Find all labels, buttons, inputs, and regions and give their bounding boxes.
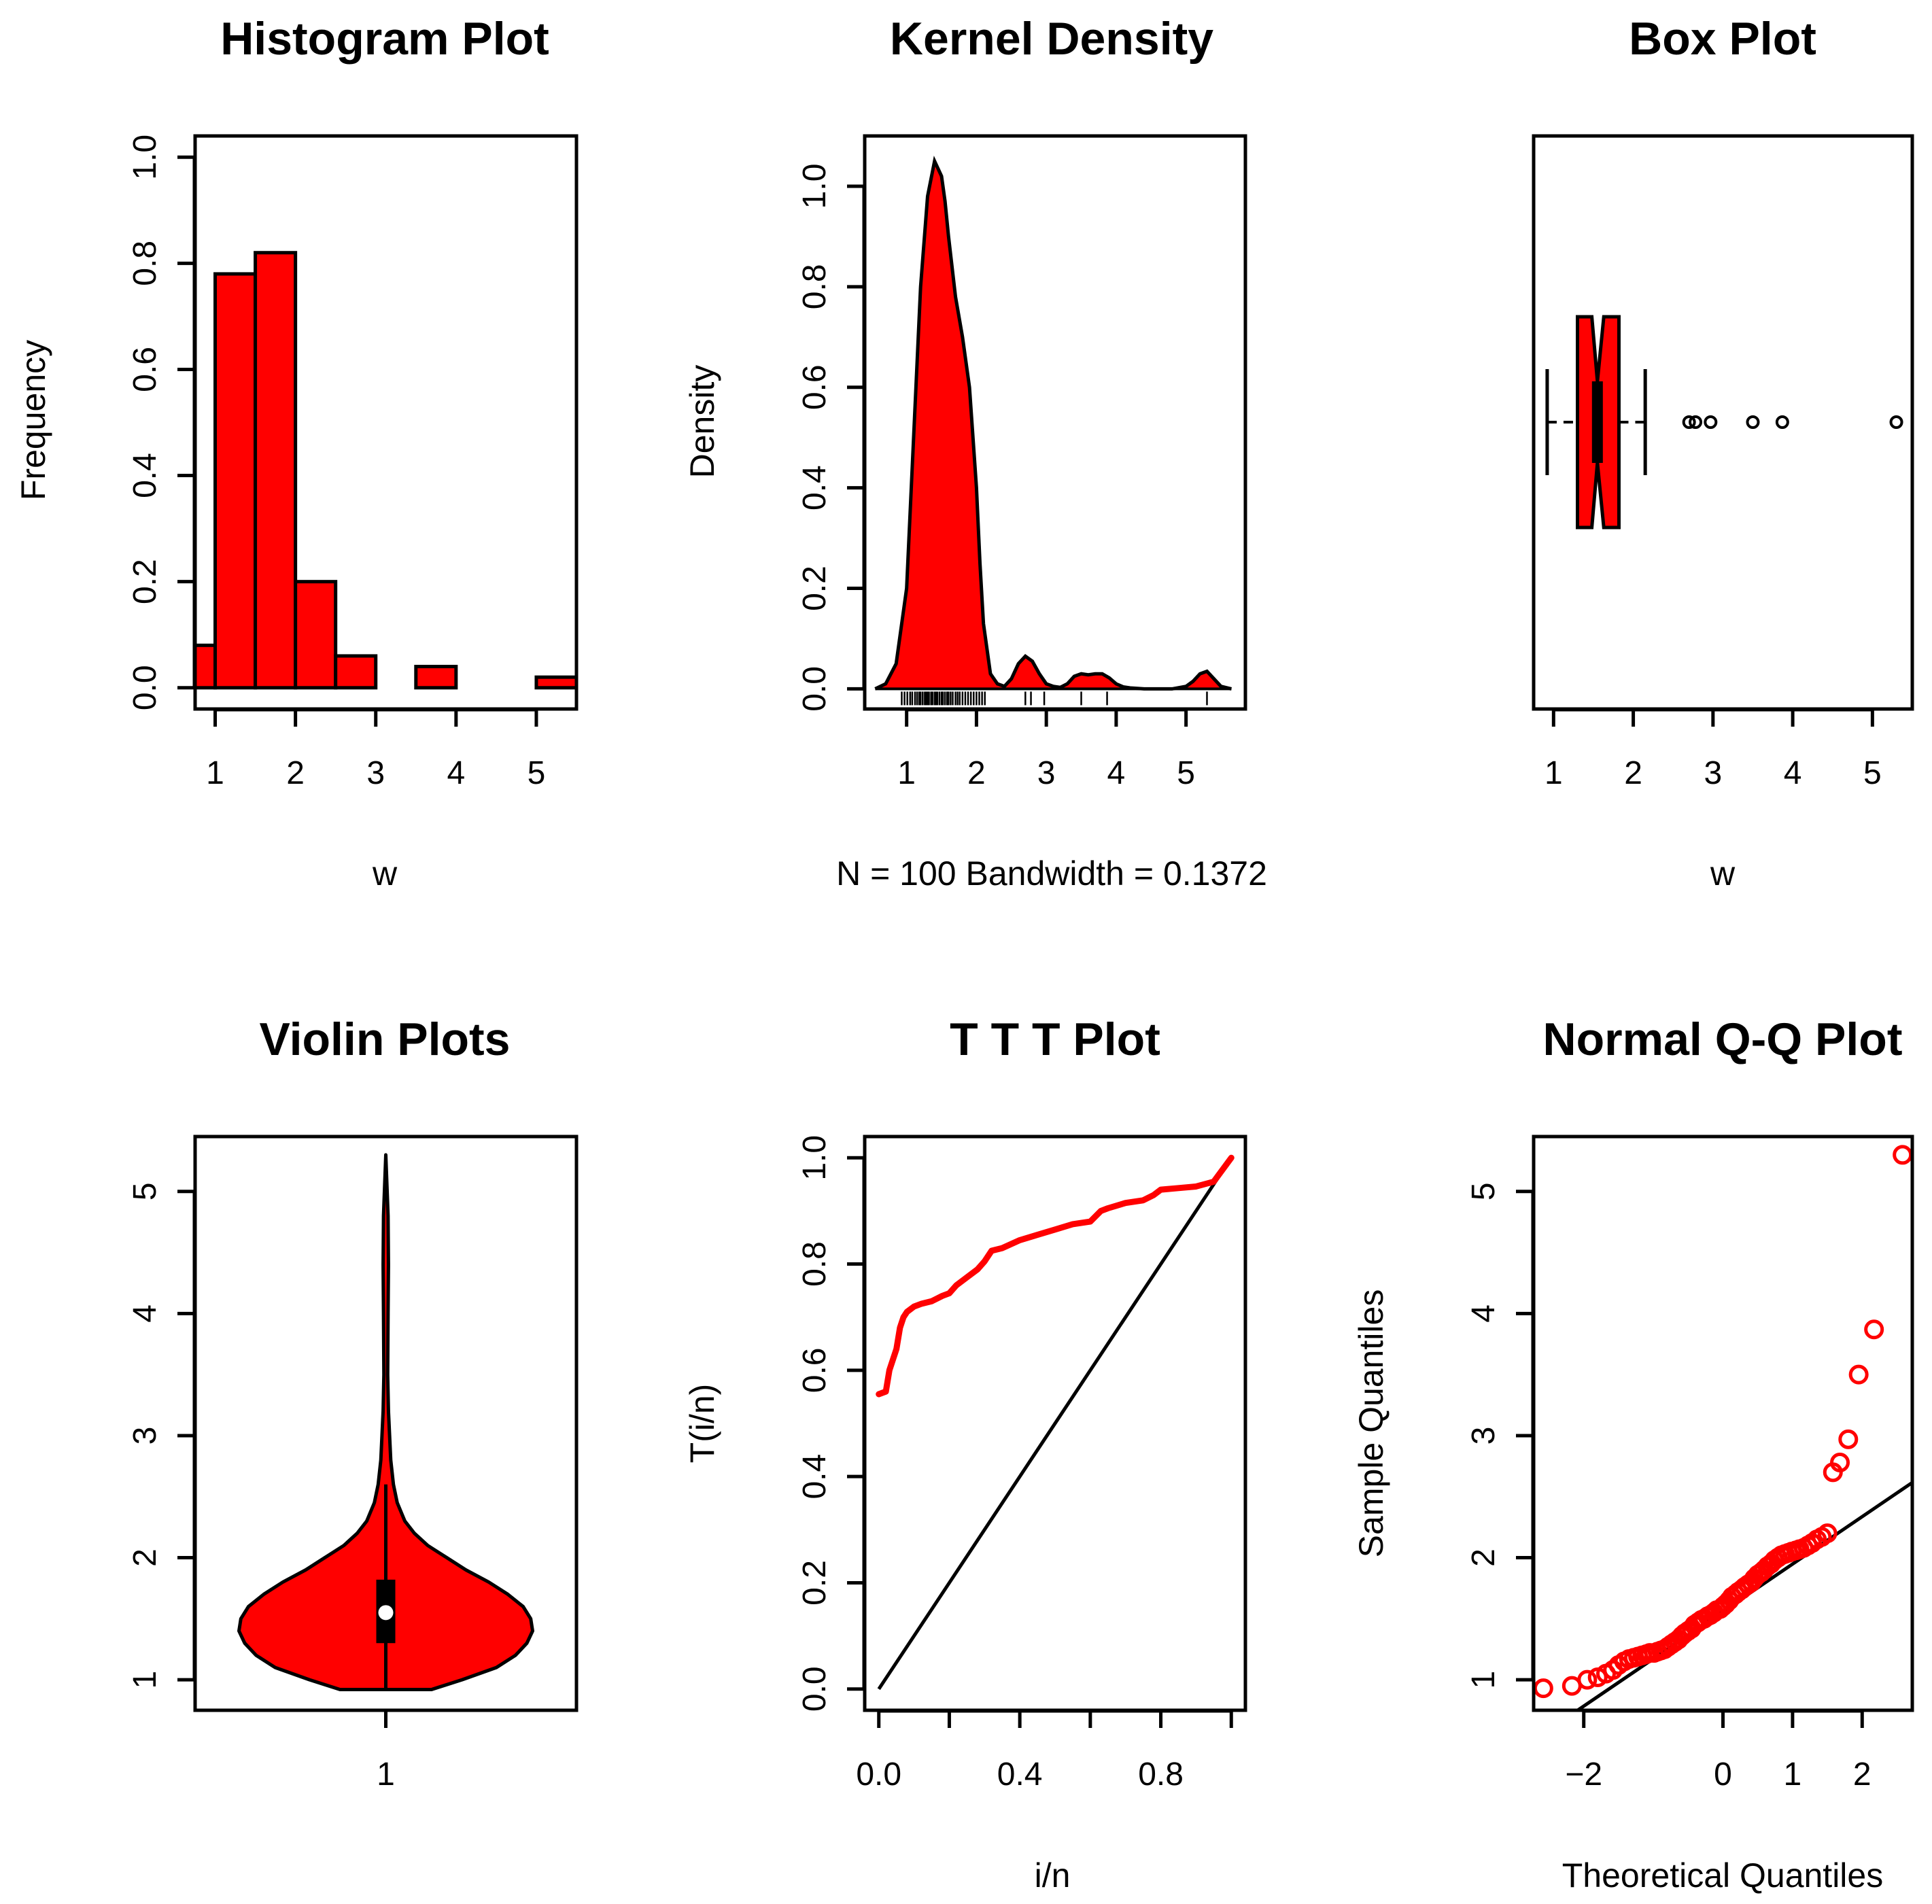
box-plot-panel: Box Plot w 1 2 3 4 5 xyxy=(1532,13,1914,893)
histogram-y-tick-label: 0.6 xyxy=(127,347,163,392)
qq-x-tick-label: 1 xyxy=(1784,1756,1802,1793)
qq-y-tick-label: 1 xyxy=(1466,1671,1502,1689)
ttt-x-tick-label: 0.0 xyxy=(856,1756,901,1793)
histogram-y-tick-label: 0.8 xyxy=(127,241,163,286)
kde-x-label: N = 100 Bandwidth = 0.1372 xyxy=(836,854,1267,893)
histogram-x-tick-label: 1 xyxy=(206,755,224,791)
histogram-bar xyxy=(534,675,579,690)
qq-point xyxy=(1577,1669,1598,1690)
qq-y-tick-label: 2 xyxy=(1466,1548,1502,1567)
box-outlier xyxy=(1775,415,1789,429)
histogram-y-tick-label: 0.0 xyxy=(127,665,163,710)
kde-y-tick-label: 0.2 xyxy=(797,566,833,611)
qq-point xyxy=(1864,1319,1884,1340)
violin-y-tick-label: 5 xyxy=(127,1182,163,1200)
kde-x-tick-label: 4 xyxy=(1107,755,1126,791)
qq-y-tick-label: 4 xyxy=(1466,1304,1502,1323)
qq-x-label: Theoretical Quantiles xyxy=(1562,1856,1883,1894)
box-outlier xyxy=(1689,415,1703,429)
qq-x-tick-label: 0 xyxy=(1714,1756,1732,1793)
qq-point xyxy=(1848,1364,1869,1385)
qq-y-label: Sample Quantiles xyxy=(1352,1289,1390,1558)
ttt-y-tick-label: 1.0 xyxy=(797,1135,833,1181)
qq-title: Normal Q-Q Plot xyxy=(1543,1014,1903,1065)
ttt-y-tick-label: 0.0 xyxy=(797,1666,833,1712)
qq-y-tick-label: 5 xyxy=(1466,1182,1502,1200)
histogram-bar xyxy=(254,251,298,690)
kde-x-tick-label: 1 xyxy=(897,755,916,791)
box-x-tick-label: 5 xyxy=(1863,755,1882,791)
ttt-diagonal-line xyxy=(877,1156,1233,1691)
histogram-y-label: Frequency xyxy=(14,340,52,500)
ttt-title: T T T Plot xyxy=(950,1014,1160,1065)
ttt-y-tick-label: 0.2 xyxy=(797,1560,833,1606)
kde-y-tick-label: 1.0 xyxy=(797,164,833,209)
violin-x-tick-label: 1 xyxy=(377,1756,395,1793)
histogram-x-label: w xyxy=(372,854,398,893)
qq-x-tick-label: 2 xyxy=(1853,1756,1871,1793)
box-x-tick-label: 4 xyxy=(1784,755,1802,791)
ttt-y-tick-label: 0.6 xyxy=(797,1347,833,1393)
histogram-panel: Histogram Plot w Frequency 1 2 3 4 5 0.0 0.2 0.… xyxy=(14,13,579,893)
qq-x-tick-label: −2 xyxy=(1565,1756,1602,1793)
ttt-curve xyxy=(876,1154,1235,1398)
qq-plot-area xyxy=(1534,1145,1912,1710)
violin-y-tick-label: 4 xyxy=(127,1304,163,1323)
histogram-x-tick-label: 4 xyxy=(447,755,465,791)
ttt-panel: T T T Plot i/n T(i/n) 0.0 0.4 0.8 0.0 0.2 0.4… xyxy=(683,1014,1247,1894)
qq-panel: Normal Q-Q Plot Theoretical Quantiles Sa… xyxy=(1352,1014,1914,1894)
violin-title: Violin Plots xyxy=(259,1014,510,1065)
histogram-x-tick-label: 3 xyxy=(366,755,385,791)
kde-x-tick-label: 2 xyxy=(967,755,986,791)
histogram-bar xyxy=(193,643,218,690)
kde-y-tick-label: 0.0 xyxy=(797,666,833,712)
qq-y-tick-label: 3 xyxy=(1466,1427,1502,1445)
ttt-y-tick-label: 0.4 xyxy=(797,1454,833,1500)
box-outlier xyxy=(1889,415,1903,429)
histogram-y-tick-label: 0.4 xyxy=(127,453,163,498)
ttt-y-tick-label: 0.8 xyxy=(797,1241,833,1287)
box-outlier xyxy=(1704,415,1718,429)
histogram-bar xyxy=(294,580,338,690)
box-x-tick-label: 1 xyxy=(1545,755,1563,791)
ttt-x-tick-label: 0.8 xyxy=(1138,1756,1184,1793)
box-x-tick-label: 3 xyxy=(1704,755,1722,791)
box-x-label: w xyxy=(1710,854,1736,893)
violin-y-tick-label: 3 xyxy=(127,1427,163,1445)
qq-point xyxy=(1838,1429,1859,1449)
qq-point xyxy=(1817,1523,1838,1544)
kde-title: Kernel Density xyxy=(890,13,1213,65)
kde-y-label: Density xyxy=(683,365,721,479)
violin-y-tick-label: 2 xyxy=(127,1548,163,1567)
violin-panel: Violin Plots 1 1 2 3 4 5 xyxy=(127,1014,579,1793)
kde-y-tick-label: 0.6 xyxy=(797,364,833,410)
violin-y-tick-label: 1 xyxy=(127,1671,163,1689)
histogram-y-tick-label: 1.0 xyxy=(127,135,163,180)
kde-area xyxy=(875,160,1232,689)
kde-y-tick-label: 0.4 xyxy=(797,465,833,510)
box-outlier xyxy=(1682,415,1696,429)
ttt-x-tick-label: 0.4 xyxy=(997,1756,1043,1793)
histogram-y-tick-label: 0.2 xyxy=(127,559,163,604)
box-outlier xyxy=(1746,415,1760,429)
histogram-x-tick-label: 2 xyxy=(286,755,305,791)
histogram-bar xyxy=(213,272,258,690)
histogram-title: Histogram Plot xyxy=(220,13,549,65)
box-x-tick-label: 2 xyxy=(1624,755,1642,791)
histogram-bar xyxy=(414,665,458,690)
kde-x-tick-label: 3 xyxy=(1037,755,1056,791)
qq-point xyxy=(1830,1452,1850,1472)
ttt-y-label: T(i/n) xyxy=(683,1384,721,1464)
histogram-x-tick-label: 5 xyxy=(528,755,546,791)
violin-body xyxy=(237,1153,534,1691)
box-title: Box Plot xyxy=(1629,13,1816,65)
ttt-x-label: i/n xyxy=(1035,1856,1071,1894)
kde-x-tick-label: 5 xyxy=(1177,755,1195,791)
violin-median-dot xyxy=(378,1605,394,1621)
kernel-density-panel: Kernel Density N = 100 Bandwidth = 0.137… xyxy=(683,13,1267,893)
histogram-bar xyxy=(334,654,378,690)
kde-y-tick-label: 0.8 xyxy=(797,264,833,309)
